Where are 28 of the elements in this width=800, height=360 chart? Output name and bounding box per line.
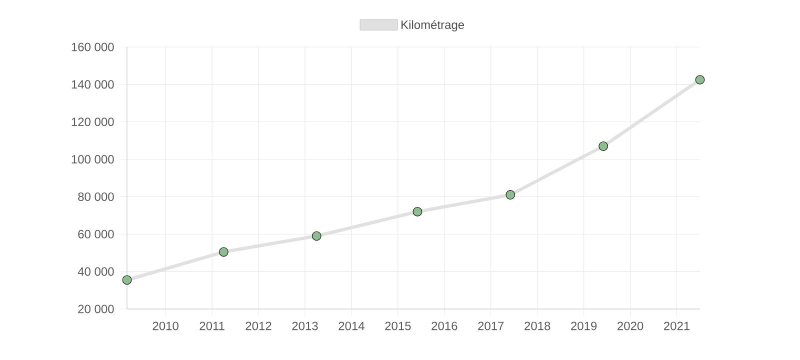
x-tick-label: 2014 (338, 322, 364, 330)
x-tick-label: 2015 (385, 322, 411, 330)
y-tick-label: 160 000 (72, 42, 114, 52)
x-tick-label: 2020 (618, 322, 644, 330)
point (598, 142, 608, 151)
y-tick-label: 20 000 (78, 304, 114, 314)
y-tick-label: 140 000 (72, 80, 114, 89)
y-tick-label: 100 000 (72, 155, 114, 164)
x-tick-label: 2010 (152, 322, 178, 330)
point (312, 231, 322, 241)
x-tick-label: 2017 (478, 322, 504, 330)
y-tick-label: 120 000 (72, 118, 114, 126)
x-tick-label: 2019 (571, 322, 597, 330)
x-tick-label: 2016 (432, 322, 458, 330)
y-tick-label: 40 000 (78, 267, 114, 276)
point (412, 207, 422, 216)
point (506, 190, 516, 200)
point (695, 75, 705, 84)
x-tick-label: 2012 (246, 322, 272, 330)
point (219, 247, 228, 257)
x-tick-label: 2018 (524, 322, 550, 330)
y-tick-label: 60 000 (78, 230, 114, 238)
y-tick-label: 80 000 (78, 192, 114, 201)
legend-label: Kilométrage (402, 20, 464, 32)
x-tick-label: 2013 (292, 322, 318, 330)
x-tick-label: 2011 (200, 322, 224, 330)
x-tick-label: 2021 (664, 322, 690, 330)
point (122, 275, 132, 285)
